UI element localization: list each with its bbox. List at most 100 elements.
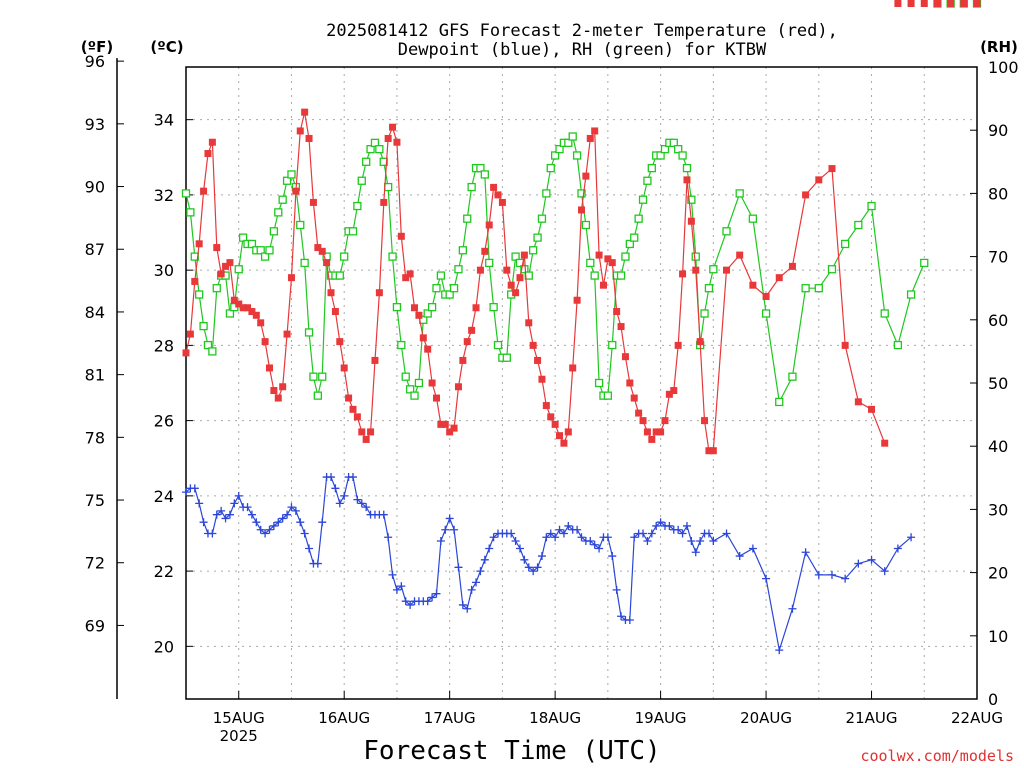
temperature-point [626,379,634,387]
temperature-point [424,345,432,353]
temperature-point [586,134,594,142]
rh-point [920,258,929,268]
dewpoint-point [652,521,661,530]
rh-point [546,163,555,173]
dewpoint-point [515,544,524,553]
rh-point [366,145,375,154]
dewpoint-point [854,559,863,568]
rh-point [520,265,529,274]
rh-point [304,328,314,337]
temperature-point [516,274,524,282]
dewpoint-point [656,518,665,527]
rh-point [827,265,837,274]
rh-point [687,195,696,204]
dewpoint-point [608,552,617,561]
rh-point [867,201,876,211]
dewpoint-point [542,533,551,542]
dewpoint-point [907,533,916,542]
rh-point [256,246,265,255]
temperature-point [353,413,361,421]
rh-point [586,258,595,268]
rh-point [269,227,279,236]
dewpoint-point [775,646,784,655]
temperature-point [534,356,542,364]
temperature-point [635,409,643,417]
temperature-point [520,251,528,259]
rh-point [401,372,410,381]
rh-point [709,265,718,274]
rh-point [234,265,243,274]
rh-point [643,176,652,185]
x-tick-sublabel: 2025 [220,727,258,745]
dewpoint-point [379,510,388,519]
temperature-point [375,289,383,297]
rh-point [594,378,604,388]
dewpoint-point [313,559,322,568]
dewpoint-point [814,570,823,579]
rh-point [700,309,709,318]
rh-point [357,176,366,185]
temperature-point [463,338,471,346]
dewpoint-point [639,529,648,538]
grid-lines [186,67,977,699]
rh-point [480,170,489,179]
rh-point [493,340,503,350]
dewpoint-point [489,533,498,542]
dewpoint-point [687,537,696,545]
dewpoint-point [788,604,797,613]
rh-point [463,214,472,223]
rh-point [485,258,494,268]
rh-tick-label: 80 [988,184,1008,203]
fahrenheit-tick-label: 72 [85,554,105,573]
temperature-point [630,394,638,402]
temperature-point [538,375,546,383]
rh-point [634,214,643,223]
temperature-point [762,292,770,300]
rh-point [296,220,305,230]
dewpoint-point [612,585,621,594]
temperature-point [705,447,713,455]
temperature-point [573,296,581,304]
temperature-point [661,417,669,425]
temperature-point [564,428,572,436]
temperature-point [947,0,955,7]
dewpoint-point [867,555,876,564]
temperature-point [191,277,199,285]
temperature-point [432,394,440,402]
rh-point [186,208,195,217]
temperature-point [265,364,273,372]
temperature-point [213,244,221,252]
temperature-point [670,387,678,395]
celsius-tick-label: 28 [154,336,174,355]
temperature-point [296,127,304,135]
rh-point [265,246,274,255]
temperature-point [648,435,656,443]
dewpoint-point [454,563,463,572]
dewpoint-point [296,518,305,527]
dewpoint-point [880,567,889,576]
rh-point [458,246,468,255]
dewpoint-point [212,510,221,519]
rh-point [203,340,213,350]
dewpoint-point [551,533,560,542]
rh-point [309,372,318,381]
rh-point [489,303,498,312]
temperature-point [380,198,388,206]
dewpoint-point [265,525,274,534]
rh-point [638,195,648,204]
dewpoint-point [709,537,718,545]
dewpoint-point [507,529,516,538]
rh-point [423,309,432,318]
plot-frame [185,66,978,700]
dewpoint-point [291,506,300,515]
dewpoint-point [682,521,691,530]
temperature-point [683,176,691,184]
rh-point [748,214,758,223]
celsius-tick-label: 24 [154,487,174,506]
rh-point [630,233,639,242]
dewpoint-point [665,521,674,530]
rh-point [647,163,656,173]
temperature-point [301,108,309,116]
rh-point [208,347,217,356]
